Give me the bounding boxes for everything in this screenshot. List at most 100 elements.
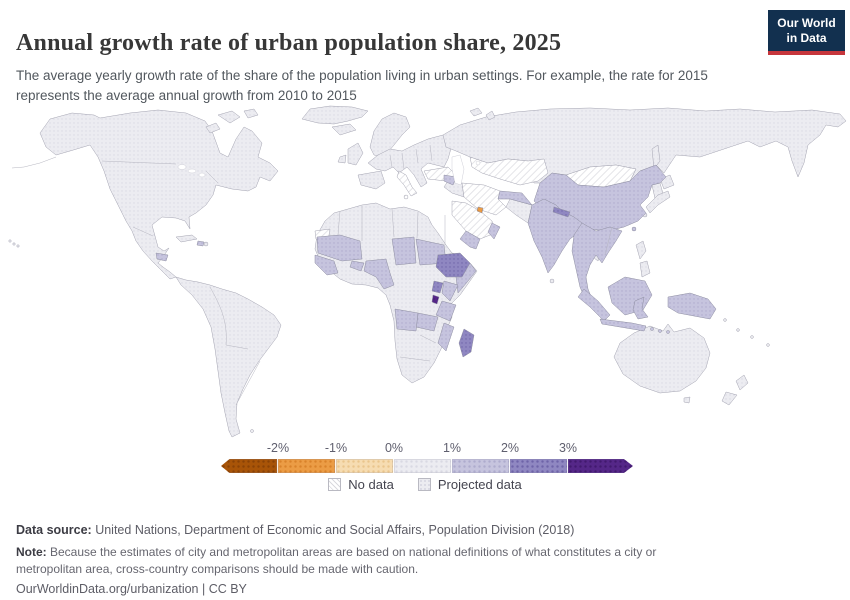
page-subtitle: The average yearly growth rate of the sh… — [16, 67, 708, 103]
data-source-line: Data source: United Nations, Department … — [16, 523, 574, 537]
legend-tick: 2% — [500, 441, 520, 455]
country-australia[interactable] — [613, 323, 711, 394]
country-italy[interactable] — [396, 170, 418, 197]
country-ireland[interactable] — [337, 154, 347, 164]
legend-bin-6[interactable] — [568, 459, 633, 473]
great-lake — [177, 164, 187, 170]
island-hispaniola[interactable] — [203, 241, 209, 247]
island-tasmania[interactable] — [683, 396, 691, 404]
legend-key-row: No data Projected data — [0, 477, 850, 492]
country-afghanistan[interactable] — [497, 190, 533, 206]
great-lake — [198, 172, 206, 178]
country-mozambique[interactable] — [437, 322, 455, 352]
aleutian-islands — [11, 156, 57, 169]
country-kenya[interactable] — [441, 280, 459, 302]
legend-bin-5[interactable] — [510, 459, 568, 473]
country-north-america[interactable] — [39, 109, 279, 280]
caspian-sea — [451, 154, 465, 186]
island-pacific — [750, 335, 754, 339]
projected-data-swatch — [417, 478, 431, 491]
data-source-text: United Nations, Department of Economic a… — [91, 522, 575, 537]
island-sicily[interactable] — [403, 194, 409, 200]
country-borders — [101, 144, 613, 406]
island-sulawesi[interactable] — [632, 296, 649, 320]
legend-bar: -2% -1% 0% 1% 2% 3% — [221, 441, 633, 473]
island-taiwan[interactable] — [631, 226, 637, 232]
country-cuba[interactable] — [175, 234, 198, 243]
region-central-asia[interactable] — [469, 156, 549, 186]
island-novaya-zemlya — [485, 110, 496, 121]
island-sumatra[interactable] — [577, 288, 611, 322]
country-honduras[interactable] — [155, 252, 169, 262]
arctic-island[interactable] — [217, 110, 241, 124]
cc-line: OurWorldinData.org/urbanization | CC BY — [16, 582, 247, 596]
note-line: Note: Because the estimates of city and … — [16, 544, 722, 579]
country-united-kingdom[interactable] — [347, 142, 364, 166]
country-greenland[interactable] — [301, 105, 369, 125]
aral-sea — [475, 160, 481, 166]
country-tanzania[interactable] — [435, 300, 457, 322]
region-southeast-asia[interactable] — [571, 222, 623, 302]
region-senegal-guinea[interactable] — [314, 254, 339, 276]
arctic-island[interactable] — [243, 108, 259, 119]
country-chad[interactable] — [391, 236, 417, 266]
country-yemen[interactable] — [459, 230, 481, 250]
island-sakhalin[interactable] — [651, 144, 661, 170]
legend-tick: 1% — [442, 441, 462, 455]
country-iran[interactable] — [461, 182, 507, 216]
country-oman[interactable] — [487, 222, 501, 240]
great-lake — [187, 168, 197, 174]
legend-bin-1[interactable] — [278, 459, 336, 473]
island-hawaii — [8, 239, 12, 243]
arctic-island[interactable] — [205, 122, 221, 134]
region-iberia[interactable] — [357, 170, 386, 190]
legend-tick: -2% — [266, 441, 290, 455]
country-philippines[interactable] — [635, 240, 647, 260]
island-lesser-sunda — [658, 329, 662, 333]
legend-bin-2[interactable] — [336, 459, 394, 473]
country-papua-new-guinea[interactable] — [667, 292, 717, 320]
note-text: Because the estimates of city and metrop… — [16, 545, 657, 577]
legend-bin-3[interactable] — [394, 459, 452, 473]
country-burkina-faso[interactable] — [349, 260, 365, 272]
country-kuwait[interactable] — [476, 206, 484, 214]
island-sri-lanka[interactable] — [549, 278, 555, 284]
island-falkland — [250, 429, 254, 433]
country-india[interactable] — [527, 198, 583, 274]
owid-logo[interactable]: Our World in Data — [768, 10, 845, 55]
island-pacific — [736, 328, 740, 332]
country-philippines-south[interactable] — [639, 260, 651, 278]
world-map-svg — [8, 105, 847, 438]
region-rwanda-burundi[interactable] — [431, 294, 440, 305]
country-haiti[interactable] — [196, 240, 205, 247]
country-syria[interactable] — [443, 174, 457, 186]
region-europe-mainland[interactable] — [367, 134, 453, 188]
island-pacific — [766, 343, 770, 347]
country-iceland[interactable] — [331, 123, 357, 136]
region-nigeria-cameroon[interactable] — [363, 258, 395, 290]
legend-tick: -1% — [324, 441, 348, 455]
country-new-zealand-south[interactable] — [721, 391, 738, 406]
country-ethiopia[interactable] — [435, 252, 471, 278]
world-map — [0, 105, 850, 445]
country-angola[interactable] — [394, 308, 419, 332]
data-source-label: Data source: — [16, 522, 92, 537]
no-data-key[interactable]: No data — [328, 477, 394, 492]
island-borneo[interactable] — [607, 276, 653, 316]
legend-bin-4[interactable] — [452, 459, 510, 473]
cc-link[interactable]: OurWorldinData.org/urbanization | CC BY — [16, 581, 247, 596]
projected-data-key[interactable]: Projected data — [417, 477, 522, 492]
country-new-zealand-north[interactable] — [735, 374, 749, 391]
country-japan-honshu[interactable] — [645, 190, 671, 214]
country-madagascar[interactable] — [458, 328, 475, 358]
island-java[interactable] — [599, 318, 647, 332]
region-south-america[interactable] — [175, 276, 282, 438]
region-mauritania-mali[interactable] — [316, 234, 363, 262]
island-hawaii — [12, 242, 16, 246]
owid-logo-line2: in Data — [786, 31, 827, 45]
country-uganda[interactable] — [431, 280, 444, 294]
country-nepal[interactable] — [552, 206, 571, 218]
legend-bin-0[interactable] — [221, 459, 278, 473]
no-data-label: No data — [348, 477, 394, 492]
